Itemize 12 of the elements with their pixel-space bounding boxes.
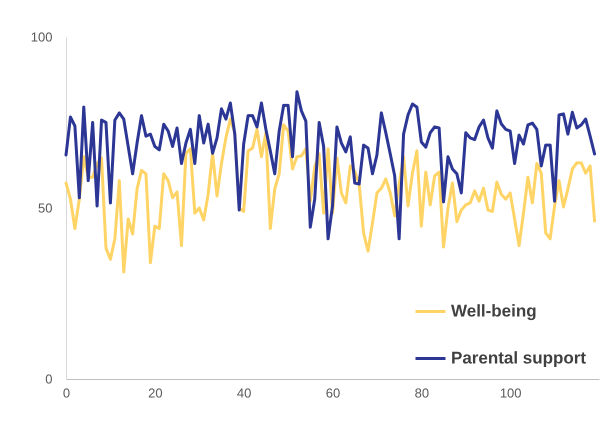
x-tick-label: 100: [500, 386, 522, 400]
x-tick-label: 40: [236, 386, 252, 400]
legend-label: Well-being: [451, 302, 537, 320]
x-tick-label: 20: [148, 386, 163, 400]
y-tick-label: 100: [30, 30, 52, 44]
y-tick-label: 50: [38, 200, 52, 216]
legend-label: Parental support: [451, 348, 586, 368]
x-tick-label: 60: [326, 386, 340, 400]
x-tick-label: 0: [62, 386, 70, 400]
y-tick-label: 0: [45, 372, 52, 386]
line-series: [64, 90, 596, 240]
x-tick-label: 80: [414, 386, 430, 400]
